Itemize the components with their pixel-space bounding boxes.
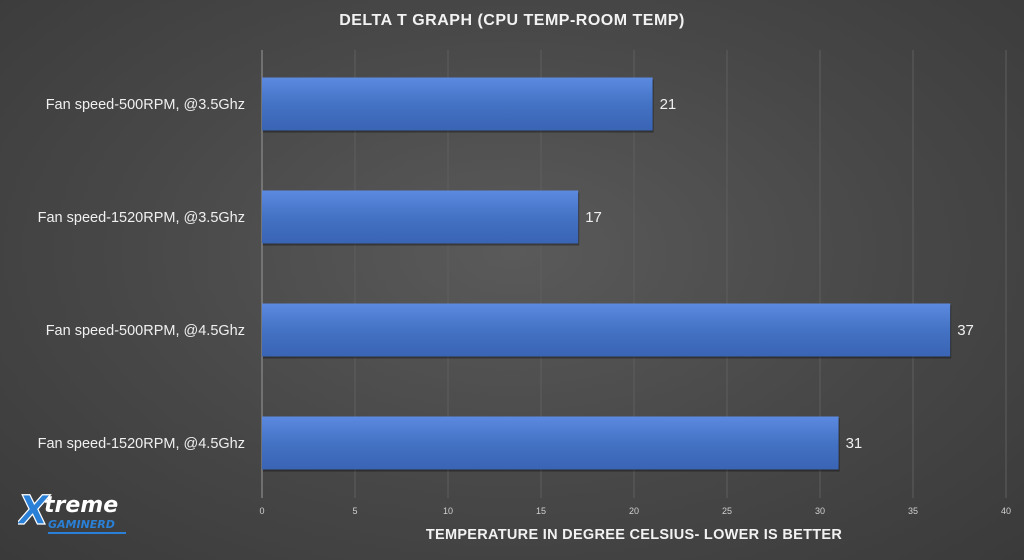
category-labels: 21 Fan speed-500RPM, @3.5Ghz 17 Fan speed-1… — [38, 96, 974, 452]
bar-value-label: 37 — [957, 322, 974, 339]
logo-word-top: treme — [44, 493, 118, 518]
logo-underline — [48, 532, 126, 534]
category-label: Fan speed-500RPM, @4.5Ghz — [46, 323, 245, 339]
category-label: Fan speed-500RPM, @3.5Ghz — [46, 97, 245, 113]
x-tick-label: 40 — [1001, 506, 1011, 516]
x-tick-label: 15 — [536, 506, 546, 516]
x-tick-label: 5 — [352, 506, 357, 516]
x-tick-label: 25 — [722, 506, 732, 516]
x-tick-label: 10 — [443, 506, 453, 516]
chart-title: DELTA T GRAPH (CPU TEMP-ROOM TEMP) — [339, 12, 685, 29]
bar-value-label: 17 — [585, 209, 602, 226]
bar — [262, 303, 951, 357]
x-tick-label: 20 — [629, 506, 639, 516]
x-axis-title: TEMPERATURE IN DEGREE CELSIUS- LOWER IS … — [426, 527, 843, 543]
brand-logo: X treme GAMINERD — [18, 488, 126, 535]
bars — [262, 77, 952, 472]
logo-word-bottom: GAMINERD — [48, 518, 115, 531]
x-tick-labels: 0 5 10 15 20 25 30 35 40 — [259, 506, 1011, 516]
bar-value-label: 31 — [846, 435, 863, 452]
logo-initial: X — [18, 488, 51, 534]
x-tick-label: 30 — [815, 506, 825, 516]
bar — [262, 190, 579, 244]
bar — [262, 77, 653, 131]
category-label: Fan speed-1520RPM, @3.5Ghz — [38, 210, 245, 226]
bar-value-label: 21 — [660, 96, 677, 113]
category-label: Fan speed-1520RPM, @4.5Ghz — [38, 436, 245, 452]
x-tick-label: 0 — [259, 506, 264, 516]
bar — [262, 416, 839, 470]
x-tick-label: 35 — [908, 506, 918, 516]
